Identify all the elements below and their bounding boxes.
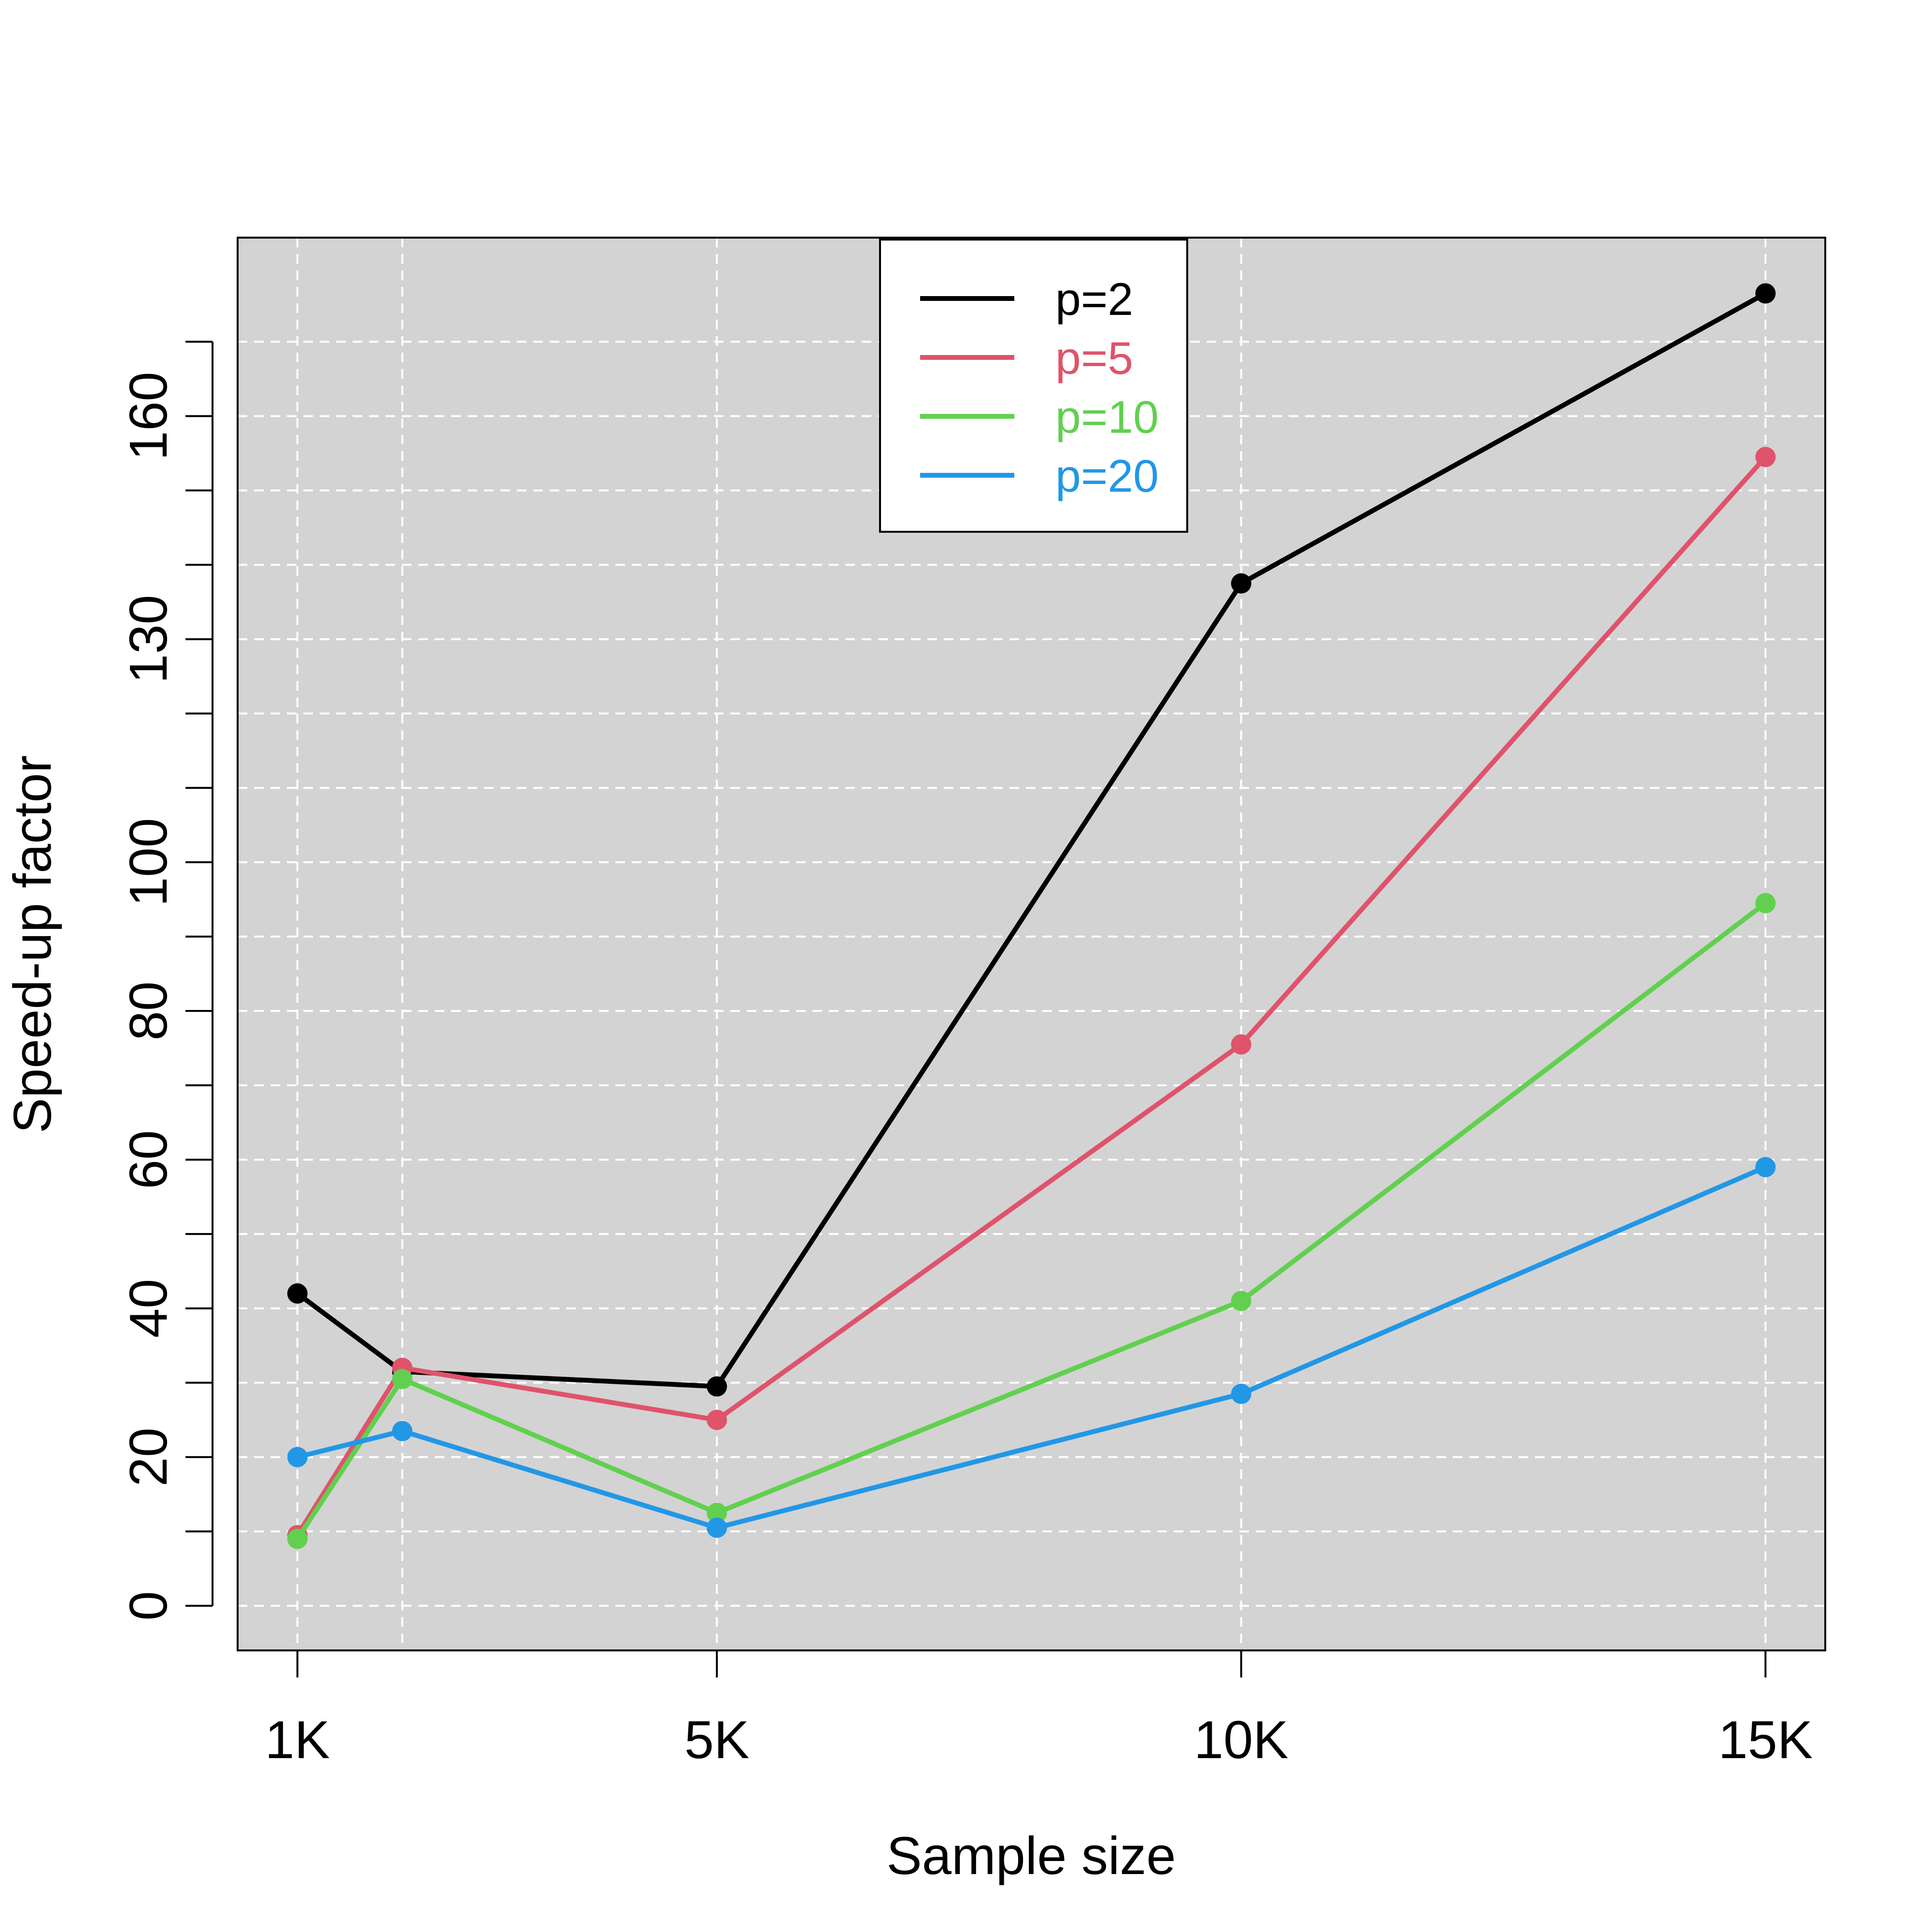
y-tick-label: 100: [119, 818, 178, 907]
legend-label: p=10: [1055, 392, 1159, 443]
data-point: [1755, 283, 1776, 304]
data-point: [1231, 1291, 1251, 1311]
x-axis-title: Sample size: [886, 1826, 1176, 1886]
y-axis: 0 20 40 60 80 100 130 160: [119, 341, 213, 1620]
y-tick-label: 130: [119, 595, 178, 684]
legend: p=2 p=5 p=10 p=20: [879, 239, 1188, 533]
y-tick-label: 20: [119, 1428, 178, 1487]
data-point: [392, 1369, 412, 1390]
x-axis: 1K 5K 10K 15K: [265, 1649, 1813, 1770]
data-point: [1231, 573, 1251, 594]
x-tick-label: 10K: [1194, 1710, 1289, 1770]
data-point: [1231, 1383, 1251, 1404]
y-tick-label: 60: [119, 1130, 178, 1189]
grid-lines: [238, 238, 1825, 1650]
x-tick-label: 15K: [1718, 1710, 1813, 1770]
y-tick-label: 80: [119, 981, 178, 1040]
y-axis-title: Speed-up factor: [3, 755, 62, 1134]
data-point: [1755, 893, 1776, 913]
data-point: [392, 1421, 412, 1441]
data-point: [1755, 447, 1776, 468]
y-tick-label: 40: [119, 1279, 178, 1338]
legend-label: p=5: [1055, 333, 1133, 384]
data-point: [1755, 1157, 1776, 1178]
data-point: [287, 1447, 308, 1467]
series-layer: [287, 283, 1776, 1549]
legend-box: [879, 239, 1188, 533]
y-tick-label: 0: [119, 1591, 178, 1620]
data-point: [707, 1376, 727, 1397]
data-point: [287, 1283, 308, 1304]
x-tick-label: 5K: [684, 1710, 750, 1770]
legend-label: p=2: [1055, 274, 1133, 325]
x-tick-label: 1K: [265, 1710, 330, 1770]
data-point: [707, 1503, 727, 1523]
y-tick-label: 160: [119, 372, 178, 461]
data-point: [707, 1409, 727, 1430]
data-point: [1231, 1034, 1251, 1055]
legend-label: p=20: [1055, 451, 1159, 502]
data-point: [287, 1529, 308, 1549]
data-point: [707, 1517, 727, 1538]
